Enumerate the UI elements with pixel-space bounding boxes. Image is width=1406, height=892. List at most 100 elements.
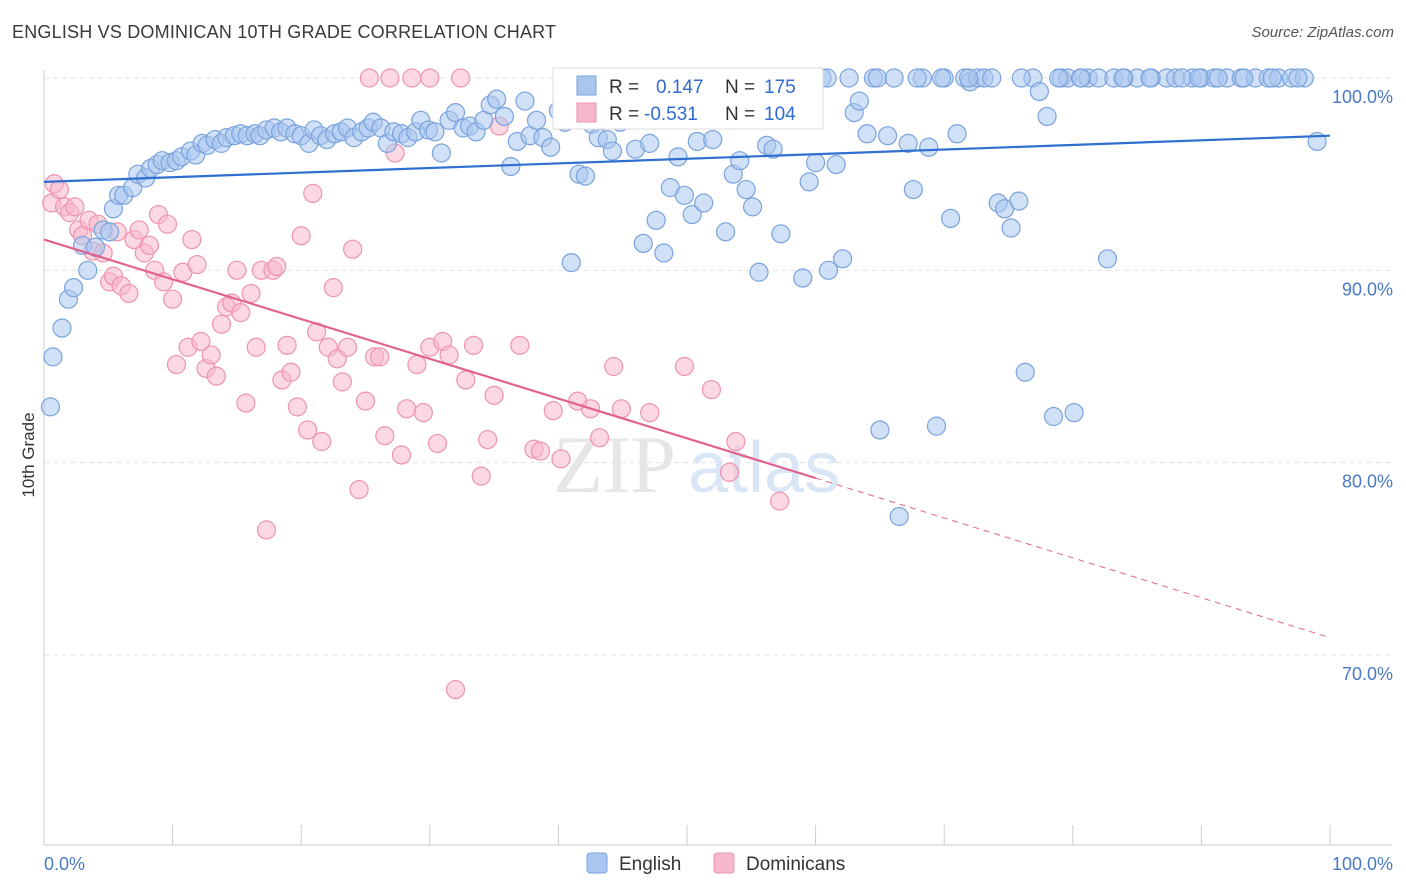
english-point: [730, 151, 750, 171]
legend-dominicans-r-label: R =: [609, 104, 639, 125]
dominicans-point: [397, 399, 417, 419]
bottom-legend-dominicans-label: Dominicans: [746, 854, 845, 875]
legend-english-n-value: 175: [764, 77, 796, 98]
dominicans-point: [478, 429, 498, 450]
english-point: [654, 243, 674, 263]
english-point: [1011, 68, 1031, 88]
dominicans-point: [719, 462, 740, 482]
english-point: [541, 137, 561, 157]
english-point: [40, 397, 61, 417]
dominicans-point: [604, 356, 624, 377]
dominicans-point: [182, 229, 202, 250]
english-point: [715, 222, 736, 242]
dominicans-point: [471, 466, 491, 486]
english-point: [602, 141, 623, 161]
dominicans-point: [166, 354, 187, 375]
x-tick-label: 0.0%: [44, 854, 85, 874]
dominicans-point: [119, 283, 139, 304]
english-point: [947, 124, 967, 144]
dominicans-point: [49, 179, 70, 200]
english-point: [1234, 68, 1254, 88]
english-point: [633, 233, 653, 254]
dominicans-point: [246, 337, 266, 357]
english-point: [1070, 68, 1091, 88]
english-point: [826, 154, 846, 175]
dominicans-point: [323, 278, 343, 298]
dominicans-point: [640, 403, 660, 423]
english-point: [1140, 68, 1160, 88]
watermark-zip: ZIP: [553, 419, 676, 510]
dominicans-point: [139, 235, 160, 255]
english-point: [839, 68, 859, 88]
english-point: [907, 68, 927, 88]
y-tick-label: 90.0%: [1342, 279, 1393, 299]
english-point: [575, 166, 596, 186]
english-point: [867, 68, 887, 88]
dominicans-point: [439, 345, 459, 365]
bottom-legend-english-swatch: [586, 852, 608, 874]
correlation-legend: R = 0.147 N = 175 R = -0.531 N = 104: [552, 67, 824, 130]
english-point: [959, 68, 979, 88]
english-point: [926, 416, 947, 436]
dominicans-point: [451, 68, 471, 88]
english-point: [431, 143, 451, 163]
bottom-legend-dominicans-swatch: [713, 852, 735, 874]
dominicans-point: [267, 256, 287, 277]
english-point: [561, 253, 581, 273]
english-point: [799, 172, 819, 192]
english-point: [646, 210, 666, 230]
legend-dominicans-n-label: N =: [725, 104, 755, 125]
bottom-legend-english-label: English: [619, 854, 681, 875]
dominicans-point: [281, 362, 301, 382]
dominicans-point: [187, 254, 207, 275]
legend-english-r-value: 0.147: [656, 77, 704, 98]
english-point: [1288, 68, 1308, 88]
y-axis-label: 10th Grade: [19, 412, 38, 497]
dominicans-point: [589, 428, 610, 448]
english-point: [870, 420, 890, 440]
watermark-atlas: atlas: [688, 428, 840, 508]
grid-lines: [44, 77, 1392, 656]
y-tick-label: 80.0%: [1342, 472, 1393, 492]
english-point: [674, 185, 695, 205]
dominicans-point: [349, 479, 369, 500]
english-point: [1208, 68, 1228, 88]
english-point: [1097, 249, 1118, 269]
english-point: [736, 179, 756, 200]
dominicans-point: [420, 68, 440, 88]
english-point: [793, 268, 813, 288]
dominicans-point: [551, 449, 571, 469]
legend-dominicans-swatch: [576, 102, 597, 123]
legend-english-n-label: N =: [725, 77, 755, 98]
english-point: [1049, 68, 1069, 88]
axis-ticks: 70.0% 80.0% 90.0% 100.0% 0.0% 100.0%: [44, 87, 1393, 874]
series-legend: English Dominicans: [586, 852, 845, 875]
english-point: [884, 68, 904, 88]
y-tick-label: 100.0%: [1332, 87, 1393, 107]
english-point: [487, 89, 507, 109]
english-point: [515, 91, 535, 111]
english-point: [857, 124, 877, 144]
english-point: [833, 249, 853, 269]
english-point: [1113, 68, 1133, 88]
dominicans-point: [129, 220, 149, 240]
dominicans-point: [241, 283, 261, 304]
english-point: [494, 106, 514, 127]
legend-dominicans-n-value: 104: [764, 104, 796, 125]
english-point: [1001, 218, 1021, 238]
dominicans-point: [445, 680, 466, 700]
english-point: [682, 204, 702, 225]
dominicans-point: [256, 520, 277, 540]
dominicans-point: [484, 385, 504, 405]
english-point: [1189, 68, 1209, 88]
dominicans-point: [337, 337, 358, 357]
dominicans-point: [157, 214, 178, 234]
english-point: [526, 110, 547, 130]
english-point: [694, 193, 714, 213]
dominicans-point: [277, 335, 297, 355]
dominicans-point: [391, 445, 412, 465]
english-point: [445, 103, 466, 123]
dominicans-point: [332, 372, 352, 392]
english-point: [771, 224, 791, 244]
